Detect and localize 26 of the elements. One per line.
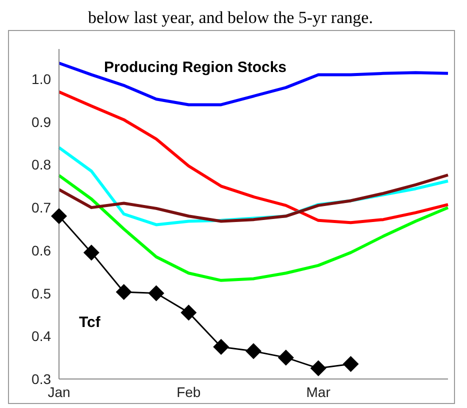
x-tick-label: Mar — [306, 384, 331, 400]
point — [310, 360, 326, 376]
x-tick-label: Feb — [176, 384, 201, 400]
y-tick-label: 0.5 — [32, 285, 52, 302]
y-tick-label: 0.9 — [32, 114, 52, 130]
point — [342, 356, 359, 372]
point — [148, 285, 164, 302]
y-tick-label: 1.0 — [32, 70, 52, 87]
y-tick-label: 0.6 — [32, 242, 52, 258]
line-series — [58, 174, 450, 282]
line-series — [58, 174, 450, 223]
point — [51, 208, 67, 224]
chart-subtitle: below last year, and below the 5-yr range. — [87, 8, 374, 29]
point — [83, 244, 100, 261]
point — [213, 338, 230, 355]
text: Producing Region Stocks — [104, 59, 287, 76]
line-series — [58, 90, 450, 224]
line-series — [58, 62, 450, 106]
y-axis-title: Tcf — [79, 314, 100, 331]
y-tick-label: 0.7 — [32, 200, 52, 216]
point — [180, 304, 197, 321]
point — [278, 350, 294, 366]
point — [246, 343, 262, 360]
y-tick-label: 0.4 — [32, 328, 52, 344]
point — [116, 284, 132, 300]
y-tick-label: 0.8 — [32, 156, 52, 173]
